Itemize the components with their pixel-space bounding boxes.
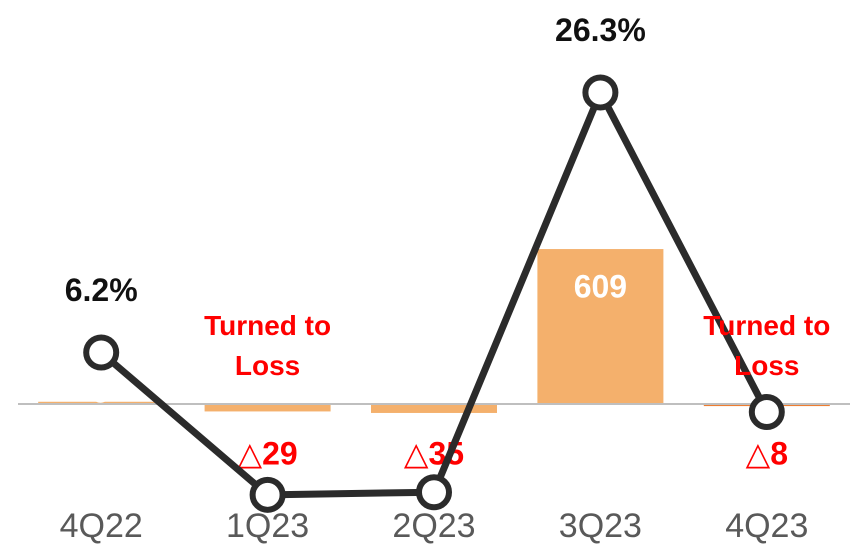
bar xyxy=(38,401,165,405)
bar-value-label: △8 xyxy=(746,436,788,472)
line-point xyxy=(416,474,452,511)
bar xyxy=(371,404,497,413)
x-tick-label: 4Q23 xyxy=(725,507,808,545)
line xyxy=(98,88,770,499)
x-tick-label: 2Q23 xyxy=(392,507,475,545)
bar-value-label: 609 xyxy=(574,269,627,305)
annotation: Turned to Loss xyxy=(703,310,831,382)
line-point xyxy=(748,394,785,431)
bar xyxy=(204,404,331,412)
x-tick-label: 3Q23 xyxy=(559,507,642,545)
annotation: Turned to Loss xyxy=(204,310,332,382)
line-point xyxy=(83,334,120,371)
line-value-label: 26.3% xyxy=(555,12,646,48)
bar xyxy=(537,249,664,405)
x-tick-label: 1Q23 xyxy=(226,507,309,545)
line-value-label: 6.2% xyxy=(65,272,138,308)
x-tick-label: 4Q22 xyxy=(60,507,143,545)
line-point xyxy=(249,476,286,513)
bar-value-label: △29 xyxy=(237,436,297,472)
line-point xyxy=(582,74,619,111)
bar-value-label: 9 xyxy=(92,374,110,410)
